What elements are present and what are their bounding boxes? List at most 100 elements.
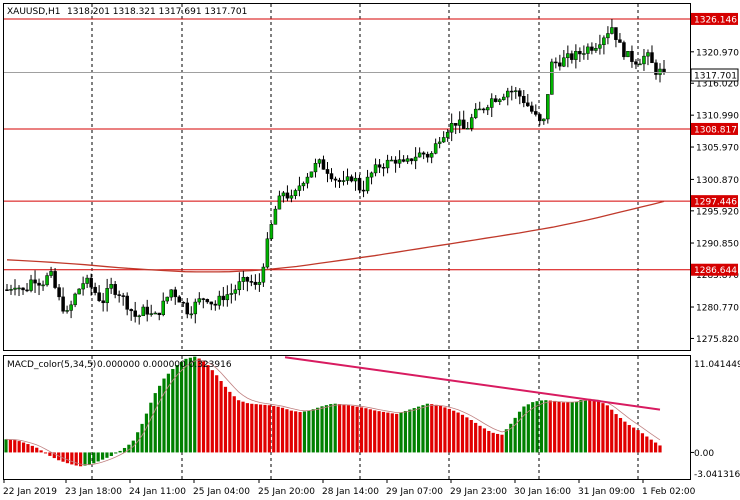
macd-bar bbox=[35, 447, 39, 453]
level-label: 1326.146 bbox=[694, 15, 737, 25]
macd-bar bbox=[583, 398, 587, 453]
macd-bar bbox=[469, 419, 473, 453]
candle-body bbox=[81, 283, 85, 290]
candle-body bbox=[413, 156, 418, 162]
macd-bar bbox=[535, 401, 539, 453]
macd-bar bbox=[456, 412, 460, 453]
macd-bar bbox=[316, 407, 320, 453]
macd-bar bbox=[329, 404, 333, 453]
candle-body bbox=[149, 313, 153, 315]
macd-bar bbox=[96, 452, 100, 462]
candle-body bbox=[201, 298, 206, 300]
macd-bar bbox=[65, 452, 70, 464]
macd-bar bbox=[175, 365, 179, 453]
macd-bar bbox=[294, 411, 298, 453]
candle-body bbox=[554, 61, 558, 64]
macd-bar bbox=[188, 357, 192, 453]
macd-bar bbox=[166, 373, 171, 453]
macd-bar bbox=[658, 445, 662, 453]
candle-body bbox=[598, 44, 602, 49]
candle-body bbox=[5, 289, 9, 291]
candle-body bbox=[542, 118, 546, 122]
candle-body bbox=[646, 52, 650, 57]
macd-bar bbox=[215, 375, 219, 453]
macd-bar bbox=[474, 422, 478, 453]
macd-bar bbox=[144, 413, 149, 453]
candle-body bbox=[530, 105, 534, 112]
candle-body bbox=[526, 102, 530, 107]
candle-body bbox=[409, 158, 414, 162]
candle-body bbox=[582, 53, 586, 55]
macd-bar bbox=[26, 444, 30, 453]
macd-bar bbox=[618, 417, 623, 453]
macd-bar bbox=[70, 452, 74, 465]
candle-body bbox=[157, 312, 161, 316]
price-tick-label: 1290.850 bbox=[696, 240, 739, 250]
macd-bar bbox=[588, 398, 592, 453]
macd-bar bbox=[421, 405, 425, 453]
candle-body bbox=[273, 208, 278, 225]
macd-bar bbox=[412, 408, 416, 453]
macd-bar bbox=[136, 432, 140, 453]
macd-bar bbox=[158, 385, 162, 453]
macd-bar bbox=[333, 403, 337, 453]
macd-bar bbox=[241, 401, 245, 453]
macd-bar bbox=[561, 402, 566, 453]
candle-body bbox=[269, 224, 274, 240]
candle-body bbox=[345, 176, 350, 181]
macd-bar bbox=[245, 403, 250, 453]
candle-body bbox=[177, 296, 182, 303]
candle-body bbox=[77, 288, 81, 295]
macd-bar bbox=[105, 452, 109, 458]
candle-body bbox=[277, 195, 282, 210]
candle-body bbox=[281, 192, 286, 197]
macd-bar bbox=[87, 452, 91, 465]
macd-bar bbox=[201, 361, 206, 453]
level-label: 1286.644 bbox=[694, 266, 737, 276]
macd-bottom-label: -3.041316 bbox=[694, 470, 740, 480]
candle-body bbox=[441, 137, 446, 143]
macd-bar bbox=[513, 417, 517, 453]
candle-body bbox=[654, 62, 658, 75]
time-axis: 22 Jan 2019 23 Jan 18:00 24 Jan 11:00 25 Ja… bbox=[3, 479, 696, 497]
macd-bar bbox=[280, 407, 285, 453]
price-tick-label: 1316.020 bbox=[696, 80, 739, 90]
candle-body bbox=[117, 294, 121, 296]
macd-bar bbox=[346, 405, 350, 453]
candle-body bbox=[570, 53, 574, 60]
macd-histogram bbox=[4, 356, 694, 467]
candle-body bbox=[566, 53, 570, 59]
candle-body bbox=[141, 306, 145, 317]
candles bbox=[5, 18, 666, 325]
candle-body bbox=[285, 192, 290, 199]
candle-body bbox=[506, 90, 510, 98]
macd-bar bbox=[447, 408, 451, 453]
macd-bar bbox=[8, 439, 12, 453]
macd-bar bbox=[179, 361, 184, 453]
macd-bar bbox=[298, 412, 302, 453]
candle-body bbox=[453, 123, 458, 126]
candle-body bbox=[437, 141, 442, 144]
current-price-label: 1317.701 bbox=[694, 72, 737, 82]
candle-body bbox=[205, 299, 210, 303]
candle-body bbox=[25, 289, 29, 292]
candle-body bbox=[109, 284, 113, 289]
macd-bar bbox=[434, 404, 438, 453]
macd-bar bbox=[570, 402, 574, 453]
candle-body bbox=[137, 315, 141, 318]
candle-body bbox=[465, 128, 470, 130]
macd-bar bbox=[614, 414, 618, 453]
candle-body bbox=[369, 172, 374, 178]
candle-body bbox=[13, 287, 17, 290]
candle-body bbox=[213, 303, 218, 306]
candle-body bbox=[445, 131, 450, 138]
macd-bar bbox=[285, 409, 289, 453]
macd-bar bbox=[193, 356, 197, 453]
candle-body bbox=[37, 282, 41, 286]
candle-body bbox=[153, 312, 157, 315]
candle-body bbox=[642, 55, 646, 65]
horizontal-levels[interactable] bbox=[4, 18, 690, 271]
macd-bar bbox=[430, 404, 434, 453]
macd-bar bbox=[320, 406, 324, 453]
